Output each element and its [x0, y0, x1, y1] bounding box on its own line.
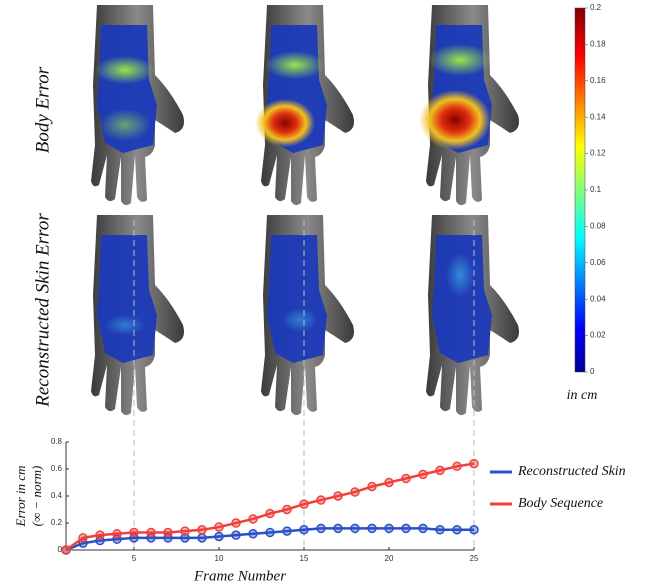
point — [300, 526, 308, 534]
hand-renders — [91, 5, 519, 415]
point — [147, 528, 155, 536]
point — [351, 488, 359, 496]
point — [334, 492, 342, 500]
x-tick-label: 20 — [385, 554, 394, 563]
point — [419, 524, 427, 532]
point — [470, 526, 478, 534]
colorbar-tick-label: 0.1 — [590, 185, 602, 194]
colorbar-tick-label: 0.14 — [590, 112, 606, 121]
point — [368, 524, 376, 532]
point — [283, 527, 291, 535]
point — [79, 534, 87, 542]
point — [113, 530, 121, 538]
point — [130, 528, 138, 536]
point — [283, 506, 291, 514]
figure: Body Error Reconstructed Skin Error in c… — [0, 0, 663, 586]
colorbar-tick-label: 0.2 — [590, 3, 602, 12]
point — [317, 524, 325, 532]
point — [249, 530, 257, 538]
x-tick-label: 15 — [300, 554, 309, 563]
colorbar-tick-label: 0.16 — [590, 76, 606, 85]
point — [453, 526, 461, 534]
legend-label: Reconstructed Skin — [517, 464, 626, 479]
colorbar-tick-label: 0.18 — [590, 40, 606, 49]
colorbar-tick-label: 0.12 — [590, 149, 606, 158]
point — [436, 466, 444, 474]
y-axis-label: Error in cm — [13, 466, 28, 528]
colorbar-tick-label: 0.04 — [590, 294, 606, 303]
x-tick-label: 10 — [215, 554, 224, 563]
point — [198, 534, 206, 542]
point — [266, 510, 274, 518]
row-label: Reconstructed Skin Error — [32, 213, 53, 408]
colorbar — [575, 8, 585, 372]
point — [385, 524, 393, 532]
colorbar-tick-label: 0.08 — [590, 222, 606, 231]
point — [334, 524, 342, 532]
colorbar-tick-label: 0.06 — [590, 258, 606, 267]
x-axis-label: Frame Number — [193, 568, 286, 584]
point — [96, 531, 104, 539]
point — [232, 531, 240, 539]
point — [368, 483, 376, 491]
y-tick-label: 0.4 — [51, 491, 63, 500]
colorbar-label: in cm — [567, 388, 598, 403]
point — [317, 496, 325, 504]
point — [470, 460, 478, 468]
point — [232, 519, 240, 527]
point — [402, 474, 410, 482]
point — [436, 526, 444, 534]
point — [164, 528, 172, 536]
y-tick-label: 0.6 — [51, 464, 63, 473]
point — [300, 500, 308, 508]
y-tick-label: 0.2 — [51, 518, 63, 527]
colorbar-tick-label: 0 — [590, 367, 595, 376]
point — [215, 523, 223, 531]
point — [351, 524, 359, 532]
y-axis-label: (∞ − norm) — [29, 466, 44, 527]
point — [385, 479, 393, 487]
point — [181, 527, 189, 535]
point — [453, 462, 461, 470]
point — [266, 528, 274, 536]
colorbar-tick-label: 0.02 — [590, 331, 606, 340]
x-tick-label: 25 — [470, 554, 479, 563]
point — [198, 526, 206, 534]
row-label: Body Error — [32, 66, 53, 153]
point — [249, 515, 257, 523]
point — [62, 546, 70, 554]
point — [419, 470, 427, 478]
x-tick-label: 5 — [132, 554, 137, 563]
y-tick-label: 0.8 — [51, 437, 63, 446]
point — [402, 524, 410, 532]
legend-label: Body Sequence — [518, 496, 603, 511]
point — [215, 533, 223, 541]
